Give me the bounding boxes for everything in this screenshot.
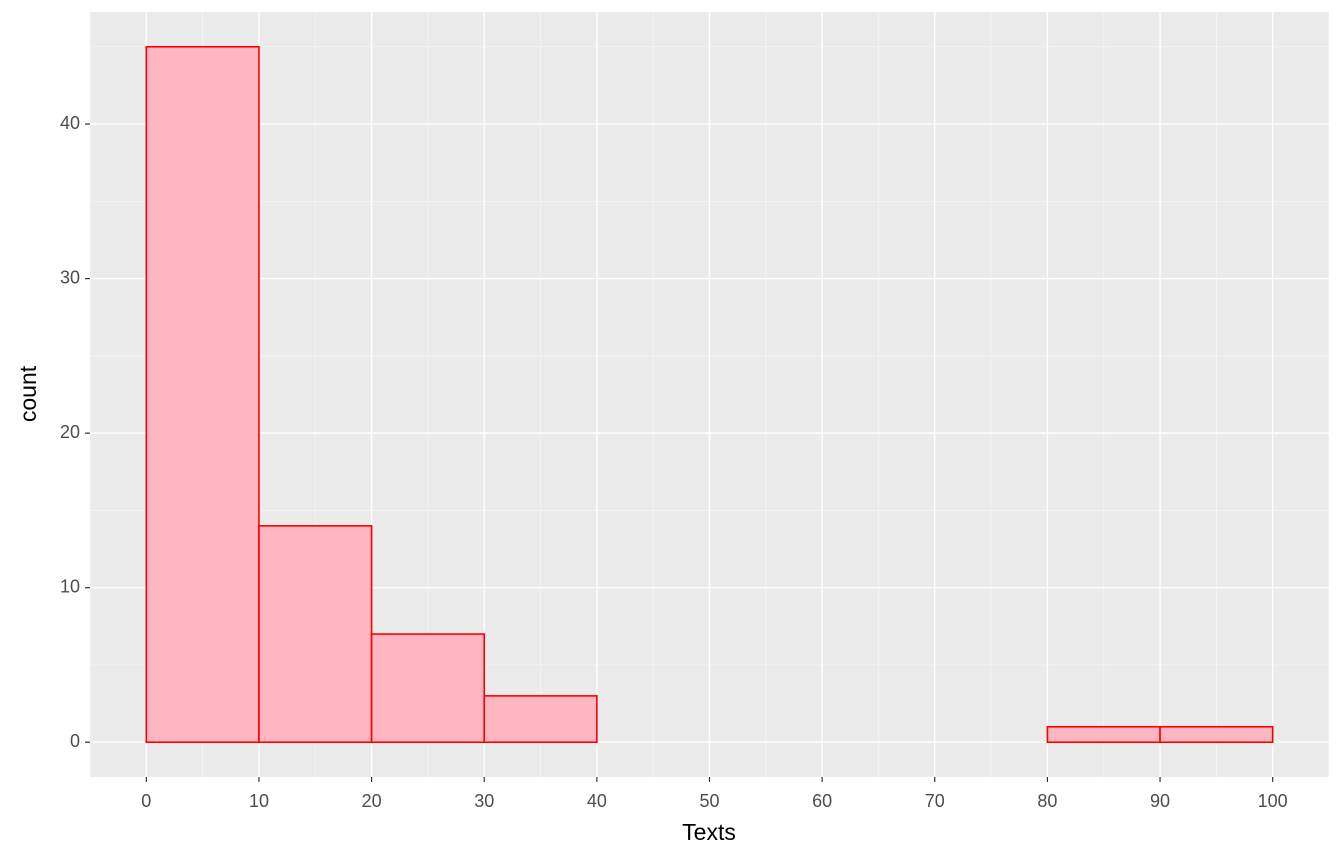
x-tick-label: 30 (474, 791, 494, 811)
x-tick-label: 80 (1037, 791, 1057, 811)
y-axis-title: count (15, 365, 41, 422)
x-axis-title: Texts (682, 819, 736, 845)
y-tick-label: 0 (70, 731, 80, 751)
x-tick-label: 10 (249, 791, 269, 811)
bar (1159, 725, 1274, 744)
bar (483, 695, 598, 744)
y-tick-label: 20 (60, 422, 80, 442)
x-tick-label: 20 (362, 791, 382, 811)
bar (258, 525, 373, 744)
marks (145, 45, 1274, 744)
bar (1046, 725, 1161, 744)
bar (370, 633, 486, 744)
x-tick-label: 60 (812, 791, 832, 811)
x-tick-label: 90 (1150, 791, 1170, 811)
x-tick-label: 40 (587, 791, 607, 811)
x-tick-label: 50 (699, 791, 719, 811)
y-tick-label: 30 (60, 267, 80, 287)
x-tick-label: 100 (1258, 791, 1288, 811)
bar (145, 45, 260, 744)
x-tick-label: 0 (141, 791, 151, 811)
y-tick-label: 40 (60, 113, 80, 133)
y-tick-label: 10 (60, 576, 80, 596)
x-tick-label: 70 (925, 791, 945, 811)
